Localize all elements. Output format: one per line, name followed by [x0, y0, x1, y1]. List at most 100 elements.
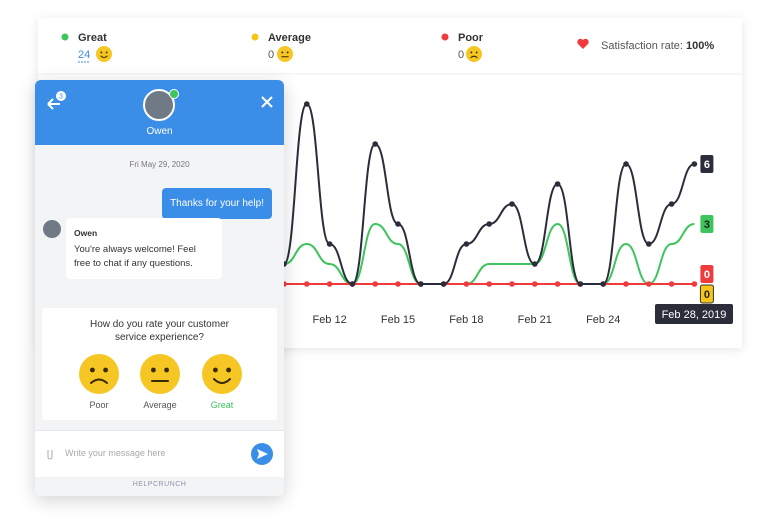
- series-point: [623, 161, 629, 167]
- satisfaction-value: 100%: [686, 40, 714, 52]
- emoji-eye: [470, 51, 473, 54]
- series-point: [304, 281, 310, 287]
- emoji-eye: [100, 51, 103, 54]
- attach-icon[interactable]: [45, 447, 55, 461]
- average-count: 0: [268, 49, 274, 61]
- sender-avatar: [43, 220, 61, 238]
- emoji-face: [202, 354, 242, 394]
- series-point: [691, 161, 698, 167]
- emoji-eye: [90, 367, 95, 373]
- emoji-face: [466, 46, 482, 62]
- x-tick-label: Feb 18: [449, 314, 483, 326]
- emoji-face: [79, 354, 119, 394]
- message-input[interactable]: Write your message here: [65, 448, 166, 458]
- x-tick-label: Feb 21: [518, 314, 552, 326]
- poor-dot: [441, 33, 449, 41]
- emoji-eye: [164, 367, 170, 373]
- emoji-eye: [151, 367, 156, 373]
- series-point: [532, 261, 538, 267]
- great-count[interactable]: 24: [78, 49, 90, 61]
- series-point: [668, 201, 675, 207]
- reply-bubble: Owen You're always welcome! Feel free to…: [66, 218, 222, 279]
- input-bar: Write your message here: [35, 430, 284, 477]
- series-point: [326, 281, 333, 287]
- rating-option[interactable]: [140, 354, 180, 394]
- value-label: 6: [704, 159, 710, 171]
- emoji-eye: [103, 367, 108, 373]
- rating-label[interactable]: Great: [210, 400, 234, 410]
- series-point: [395, 281, 401, 287]
- series-point: [372, 281, 379, 287]
- emoji-eye: [105, 51, 108, 54]
- rating-question: How do you rate your customer service ex…: [90, 319, 229, 343]
- emoji-mouth: [100, 55, 108, 59]
- rating-option[interactable]: [202, 354, 242, 394]
- close-button[interactable]: [260, 95, 274, 109]
- chat-date: Fri May 29, 2020: [129, 160, 190, 169]
- rating-emojis: [79, 354, 242, 394]
- emoji-face: [140, 354, 180, 394]
- average-label: Average: [268, 32, 311, 44]
- series-point: [691, 281, 698, 287]
- series-point: [600, 281, 606, 287]
- reply-sender: Owen: [74, 228, 98, 238]
- series-point: [646, 241, 652, 247]
- x-tick-label: Feb 12: [312, 314, 346, 326]
- series-point: [554, 281, 561, 287]
- emoji-eye: [226, 367, 232, 373]
- small-emojis: [96, 46, 482, 62]
- emoji-eye: [475, 51, 478, 54]
- series-point: [304, 101, 310, 107]
- series-point: [668, 281, 675, 287]
- tooltip-text: Feb 28, 2019: [662, 309, 727, 321]
- series-point: [395, 221, 401, 227]
- emoji-eye: [286, 51, 289, 54]
- emoji-eye: [213, 367, 218, 373]
- series-point: [532, 281, 538, 287]
- value-label-box: [700, 265, 714, 283]
- series-point: [554, 181, 561, 187]
- back-button[interactable]: 3: [43, 90, 73, 120]
- average-dot: [251, 33, 259, 41]
- emoji-mouth: [213, 378, 231, 384]
- series-point: [463, 241, 470, 247]
- series-point: [623, 281, 629, 287]
- series-point: [372, 141, 379, 147]
- poor-label: Poor: [458, 32, 484, 44]
- user-message: Thanks for your help!: [162, 188, 272, 219]
- value-label: 0: [704, 269, 710, 281]
- series-point: [440, 281, 447, 287]
- value-label: 0: [704, 289, 710, 301]
- value-label-box: [700, 215, 714, 233]
- series-point: [486, 281, 493, 287]
- rating-label[interactable]: Poor: [89, 400, 109, 410]
- satisfaction-text: Satisfaction rate:: [601, 40, 683, 52]
- online-dot: [169, 89, 179, 99]
- series-point: [463, 281, 470, 287]
- value-label: 3: [704, 219, 710, 231]
- agent-name: Owen: [146, 126, 173, 137]
- emoji-mouth: [90, 378, 108, 384]
- emoji-face: [96, 46, 112, 62]
- send-button[interactable]: [251, 443, 273, 465]
- badge: 3: [59, 93, 63, 100]
- tooltip-box: [655, 304, 733, 324]
- emoji-eye: [281, 51, 284, 54]
- rating-option[interactable]: [79, 354, 119, 394]
- satisfaction-label: Satisfaction rate: 100%: [601, 40, 714, 52]
- plot: Feb 12 Feb 15 Feb 18 Feb 21 Feb 24 6 3 0 0 Feb 28…: [281, 101, 733, 326]
- x-tick-label: Feb 15: [381, 314, 415, 326]
- great-dot: [61, 33, 69, 41]
- emoji-face: [277, 46, 293, 62]
- value-label-box: [699, 284, 714, 304]
- footer-brand: HELPCRUNCH: [132, 481, 187, 488]
- rating-label[interactable]: Average: [143, 400, 177, 410]
- series-point: [418, 281, 424, 287]
- series-point: [326, 241, 333, 247]
- heart-icon: [577, 38, 589, 49]
- poor-count: 0: [458, 49, 464, 61]
- series-point: [486, 221, 493, 227]
- chat-widget: 3 Owen Fri May 29, 2020 Thanks for your …: [35, 80, 284, 496]
- reply-text: You're always welcome! Feel free to chat…: [74, 244, 196, 269]
